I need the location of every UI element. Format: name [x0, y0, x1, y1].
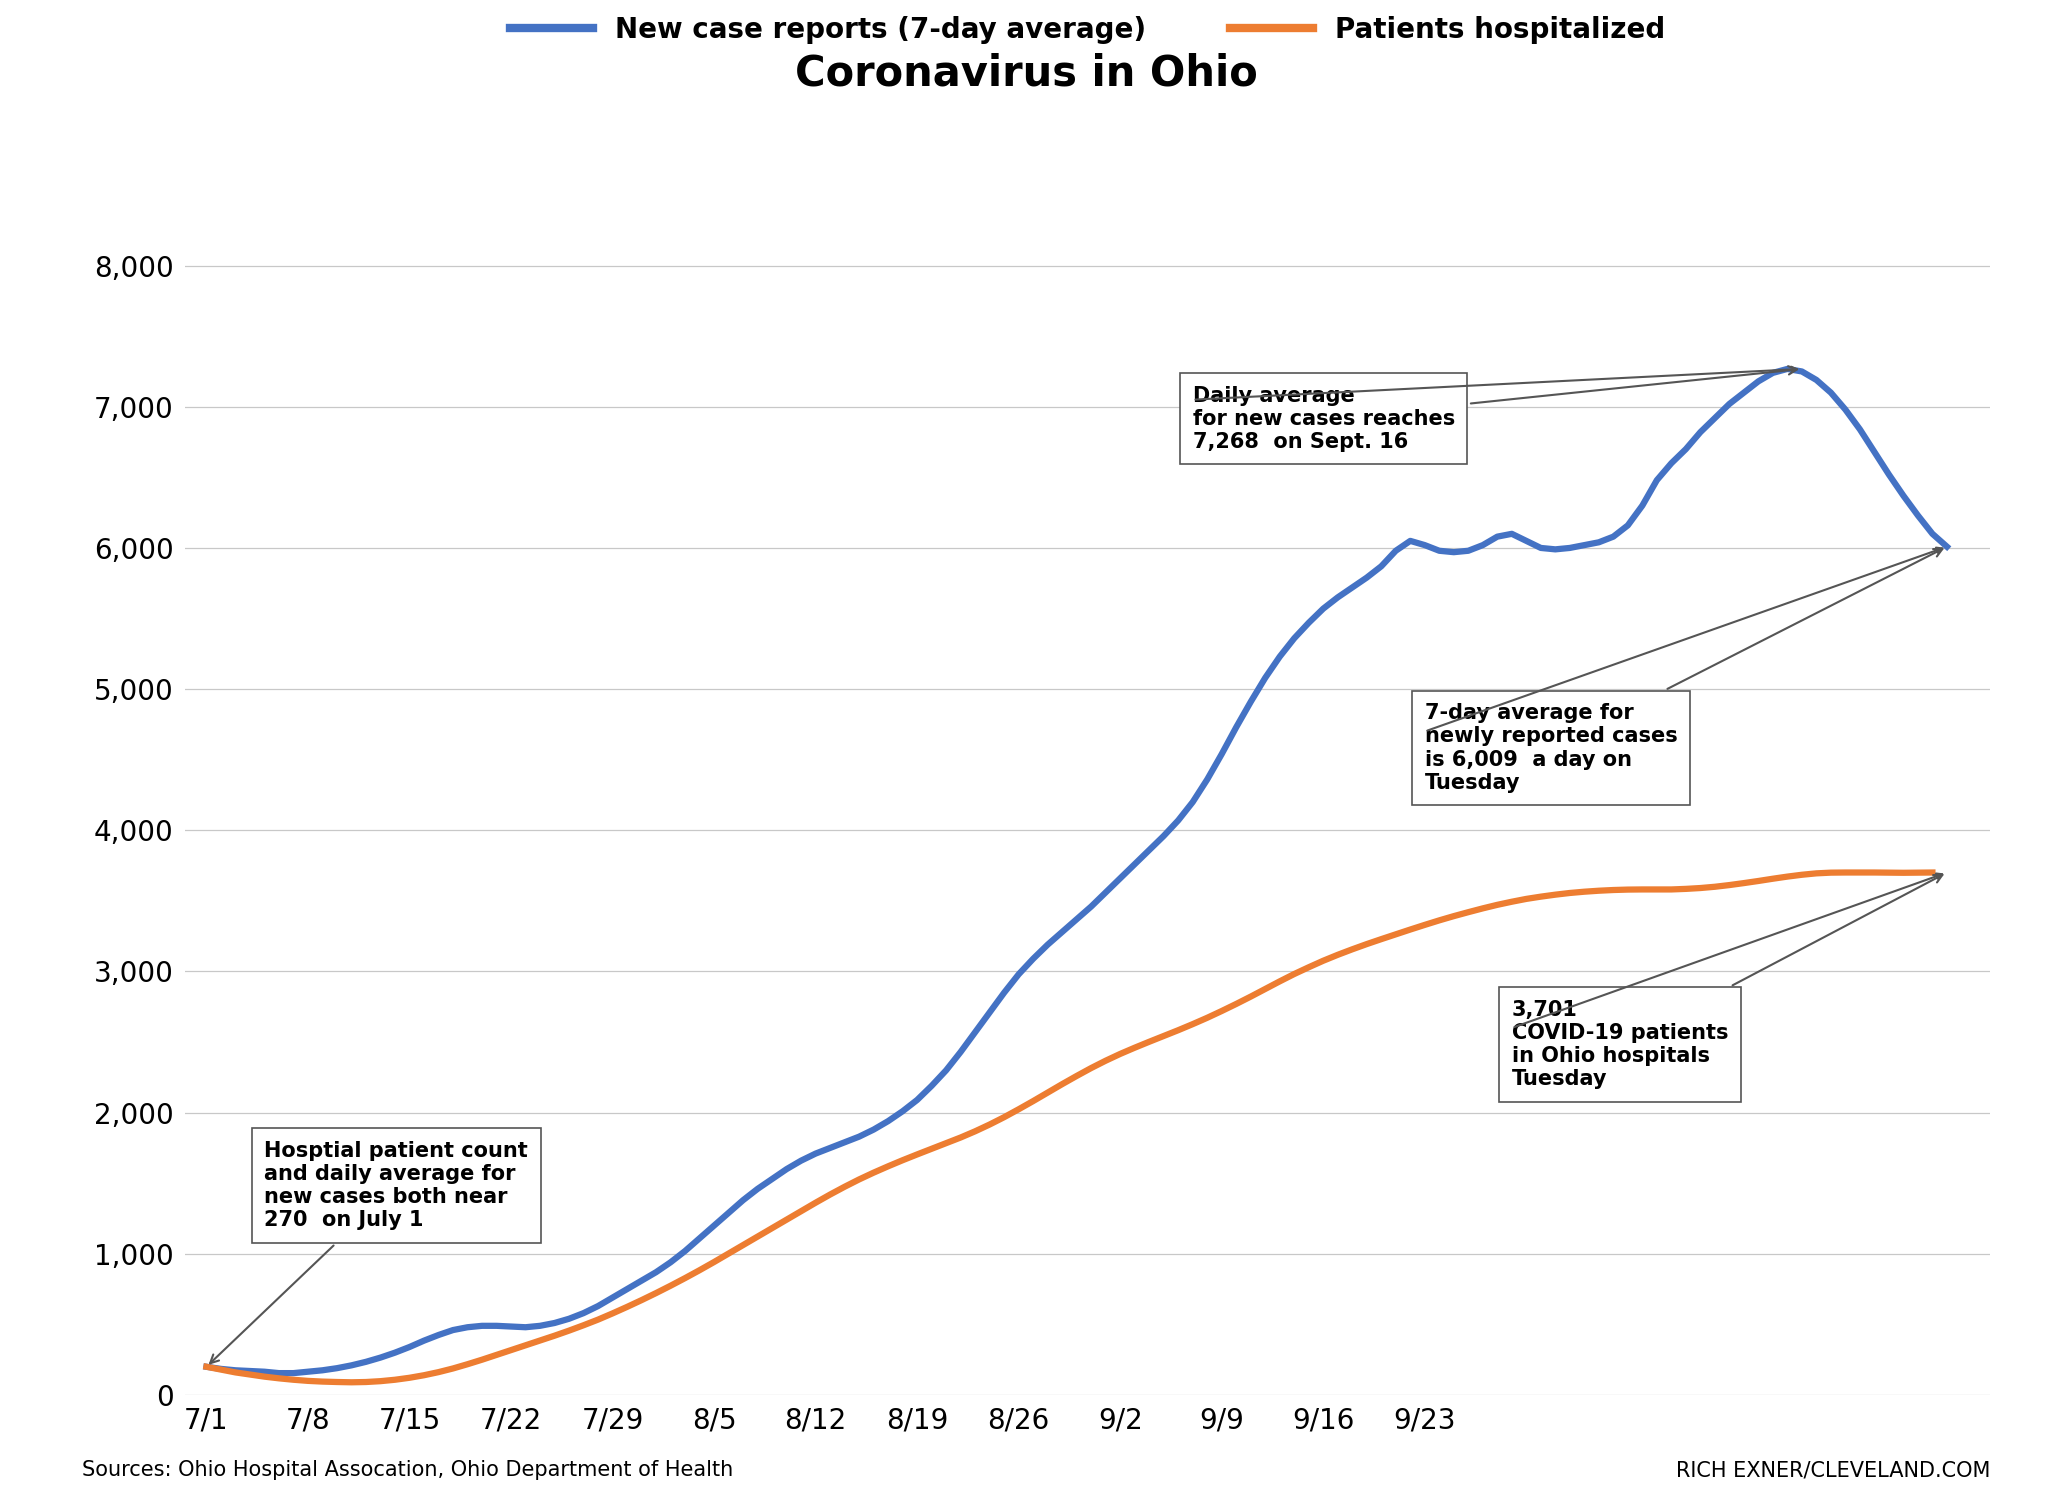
Text: Daily average
for new cases reaches
7,268  on Sept. 16: Daily average for new cases reaches 7,26… — [1192, 366, 1798, 452]
Text: Hosptial patient count
and daily average for
new cases both near
270  on July 1: Hosptial patient count and daily average… — [209, 1142, 527, 1364]
Text: RICH EXNER/CLEVELAND.COM: RICH EXNER/CLEVELAND.COM — [1676, 1461, 1990, 1480]
Text: 7-day average for
newly reported cases
is 6,009  a day on
Tuesday: 7-day average for newly reported cases i… — [1424, 549, 1943, 794]
Text: 3,701
COVID-19 patients
in Ohio hospitals
Tuesday: 3,701 COVID-19 patients in Ohio hospital… — [1512, 874, 1943, 1089]
Legend: New case reports (7-day average), Patients hospitalized: New case reports (7-day average), Patien… — [499, 4, 1676, 55]
Text: Coronavirus in Ohio: Coronavirus in Ohio — [794, 53, 1258, 94]
Text: Sources: Ohio Hospital Assocation, Ohio Department of Health: Sources: Ohio Hospital Assocation, Ohio … — [82, 1461, 733, 1480]
